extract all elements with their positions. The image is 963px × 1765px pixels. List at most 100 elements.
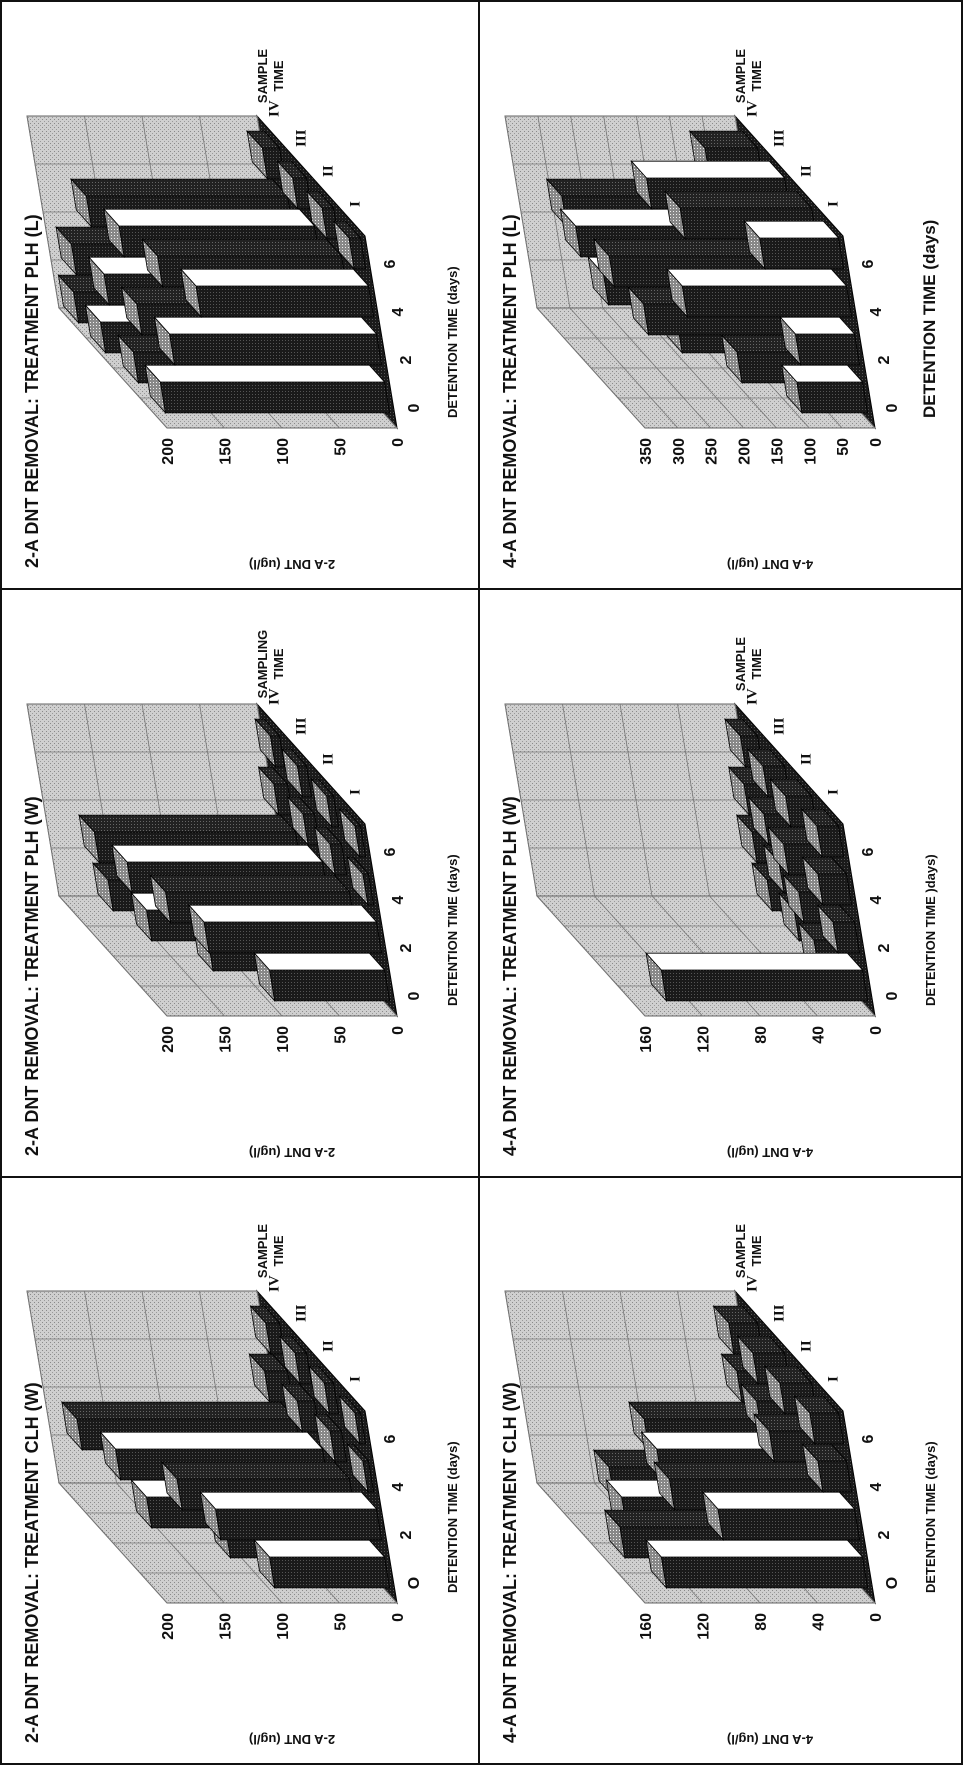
y-tick-label: 250	[704, 438, 721, 465]
x-tick-label: 2	[876, 1530, 893, 1539]
chart-title: 2-A DNT REMOVAL: TREATMENT PLH (L)	[22, 214, 42, 568]
bar	[253, 1538, 391, 1590]
y-tick-label: 50	[835, 438, 852, 456]
y-axis-label: 4-A DNT (ug/l)	[727, 1145, 813, 1160]
y-tick-label: 160	[638, 1026, 655, 1053]
y-tick-label: 350	[638, 438, 655, 465]
y-tick-label: 150	[218, 438, 235, 465]
z-axis-label: SAMPLETIME	[733, 49, 764, 104]
grid-line	[504, 115, 646, 429]
chart-svg: 2-A DNT REMOVAL: TREATMENT PLH (W) 0 50 100…	[22, 630, 460, 1160]
x-axis-label: DETENTION TIME (days)	[445, 1441, 460, 1593]
y-tick-label: 150	[218, 1613, 235, 1640]
bar	[153, 315, 383, 367]
x-axis-label: DETENTION TIME (days)	[920, 220, 939, 418]
z-tick-label: II	[799, 165, 815, 177]
bar	[346, 855, 375, 907]
z-tick-label: I	[348, 201, 364, 207]
bar	[780, 363, 869, 415]
panel-2a-plh-w: 2-A DNT REMOVAL: TREATMENT PLH (W) 0 50 100…	[0, 588, 480, 1178]
chart-title: 2-A DNT REMOVAL: TREATMENT CLH (W)	[22, 1382, 42, 1743]
x-tick-label: O	[406, 1577, 423, 1589]
z-tick-label: II	[799, 753, 815, 765]
x-tick-label: 0	[406, 403, 423, 412]
z-axis-label: SAMPLETIME	[733, 637, 764, 692]
chart-svg: 4-A DNT REMOVAL: TREATMENT PLH (L) 0 50 100…	[500, 49, 939, 572]
bar	[743, 219, 845, 271]
y-tick-label: 50	[333, 1026, 350, 1044]
y-tick-label: 100	[275, 438, 292, 465]
y-tick-label: 200	[160, 1613, 177, 1640]
x-tick-label: 2	[398, 943, 415, 952]
bar	[338, 1394, 367, 1446]
bar	[254, 717, 286, 769]
z-tick-label: IV	[267, 1275, 283, 1292]
z-tick-label: II	[321, 1340, 337, 1352]
z-axis-label: SAMPLETIME	[733, 1224, 764, 1279]
y-tick-label: 0	[868, 1026, 885, 1035]
bar	[281, 1382, 321, 1434]
z-axis-label: SAMPLINGTIME	[255, 630, 286, 699]
y-tick-label: 80	[753, 1613, 770, 1631]
chart-svg: 4-A DNT REMOVAL: TREATMENT CLH (W) 0 40 80 1…	[500, 1224, 938, 1747]
bar	[308, 1364, 340, 1416]
y-tick-label: 100	[802, 438, 819, 465]
y-tick-label: 0	[390, 1613, 407, 1622]
bar	[333, 219, 367, 271]
x-tick-label: 4	[390, 1482, 407, 1491]
panel-2a-plh-l: 2-A DNT REMOVAL: TREATMENT PLH (L) 0 50 100…	[0, 0, 480, 590]
bar	[314, 825, 348, 877]
y-tick-label: 300	[671, 438, 688, 465]
z-tick-label: III	[294, 717, 310, 735]
bar	[287, 795, 321, 847]
z-tick-label: IV	[745, 100, 761, 117]
z-tick-label: III	[772, 717, 788, 735]
y-tick-label: 0	[390, 438, 407, 447]
x-axis-label: DETENTION TIME (days)	[923, 1441, 938, 1593]
z-tick-label: I	[826, 789, 842, 795]
z-tick-label: IV	[267, 100, 283, 117]
grid-line	[26, 115, 168, 429]
x-tick-label: 4	[390, 307, 407, 316]
y-axis-label: 2-A DNT (ug/l)	[249, 1732, 335, 1747]
z-tick-label: I	[826, 1376, 842, 1382]
y-axis-label: 2-A DNT (ug/l)	[249, 1145, 335, 1160]
x-tick-label: 4	[390, 895, 407, 904]
bar	[306, 189, 340, 241]
bar	[281, 747, 313, 799]
bar	[800, 807, 845, 859]
y-tick-label: 40	[811, 1613, 828, 1631]
z-tick-label: III	[772, 129, 788, 147]
bar	[816, 903, 861, 955]
y-tick-label: 200	[737, 438, 754, 465]
x-tick-label: 6	[382, 259, 399, 268]
z-tick-label: I	[826, 201, 842, 207]
bar	[276, 159, 313, 211]
x-tick-label: 2	[876, 943, 893, 952]
x-tick-label: 2	[398, 1530, 415, 1539]
bar	[701, 1490, 861, 1542]
bar	[801, 855, 853, 907]
bar	[338, 807, 367, 859]
x-axis-label: DETENTION TIME )days)	[923, 854, 938, 1006]
bar	[779, 315, 861, 367]
z-tick-label: III	[294, 129, 310, 147]
chart-svg: 2-A DNT REMOVAL: TREATMENT CLH (W) 0 50 100…	[22, 1224, 460, 1747]
z-tick-label: I	[348, 789, 364, 795]
bar	[253, 951, 391, 1003]
grid-line	[504, 703, 646, 1017]
x-tick-label: O	[884, 1577, 901, 1589]
panel-2a-clh-w: 2-A DNT REMOVAL: TREATMENT CLH (W) 0 50 100…	[0, 1176, 480, 1765]
x-tick-label: 6	[382, 847, 399, 856]
panel-4a-plh-w: 4-A DNT REMOVAL: TREATMENT PLH (W) 0 40 80 1…	[478, 588, 963, 1178]
chart-svg: 4-A DNT REMOVAL: TREATMENT PLH (W) 040801…	[500, 637, 938, 1160]
x-tick-label: 2	[398, 355, 415, 364]
x-tick-label: 0	[406, 991, 423, 1000]
chart-title: 4-A DNT REMOVAL: TREATMENT CLH (W)	[500, 1382, 520, 1743]
bar	[666, 267, 853, 319]
grid-line	[504, 1290, 646, 1604]
x-tick-label: 4	[868, 895, 885, 904]
panel-4a-plh-l: 4-A DNT REMOVAL: TREATMENT PLH (L) 0 50 100…	[478, 0, 963, 590]
z-tick-label: II	[799, 1340, 815, 1352]
